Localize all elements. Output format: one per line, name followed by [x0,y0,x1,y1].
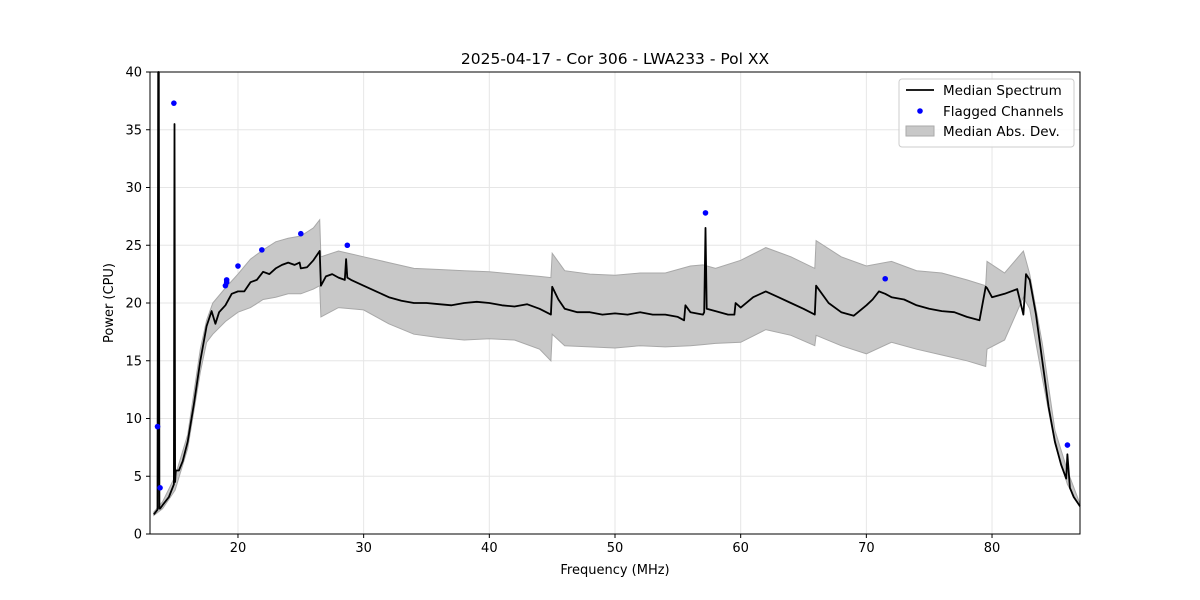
flagged-channel-point [235,263,241,269]
flagged-channels-layer [154,100,1071,491]
x-tick-label: 40 [481,541,498,556]
y-tick-label: 40 [125,66,142,81]
flagged-channel-point [259,247,265,253]
y-tick-label: 10 [125,412,142,427]
flagged-channel-point [882,275,889,282]
y-tick-label: 35 [125,123,142,138]
chart-title: 2025-04-17 - Cor 306 - LWA233 - Pol XX [461,50,770,68]
y-tick-label: 5 [134,470,142,485]
y-axis-label: Power (CPU) [102,263,117,343]
y-tick-label: 20 [125,297,142,312]
median-spectrum-layer [153,71,1081,515]
x-tick-label: 20 [230,541,247,556]
flagged-channel-point [171,100,177,106]
y-tick-label: 0 [134,528,142,543]
flagged-channel-point [344,242,351,249]
legend-mad-swatch [905,125,935,137]
x-axis: 20 30 40 50 60 70 80 [230,534,1001,556]
flagged-channel-point [223,277,230,283]
x-tick-label: 70 [858,541,875,556]
legend-box [898,78,1075,148]
y-tick-label: 25 [125,239,142,254]
legend: Median Spectrum Flagged Channels Median … [898,78,1075,148]
x-tick-label: 60 [732,541,749,556]
flagged-channel-point [157,485,163,491]
x-tick-label: 30 [355,541,372,556]
y-tick-label: 30 [125,181,142,196]
flagged-channel-point [298,230,304,237]
flagged-channel-point [702,210,709,216]
legend-mad-label: Median Abs. Dev. [943,124,1060,140]
x-tick-label: 80 [984,541,1001,556]
x-tick-label: 50 [607,541,624,556]
y-tick-label: 15 [125,354,142,369]
median-spectrum-line [153,71,1081,515]
flagged-channel-point [154,423,161,430]
y-axis: 0 5 10 15 20 25 30 35 40 [125,66,150,543]
x-axis-label: Frequency (MHz) [560,563,669,578]
legend-flagged-channels-label: Flagged Channels [943,104,1064,120]
flagged-channel-point [1064,442,1071,448]
legend-flagged-channels-swatch [917,108,923,114]
legend-median-spectrum-label: Median Spectrum [943,83,1062,99]
